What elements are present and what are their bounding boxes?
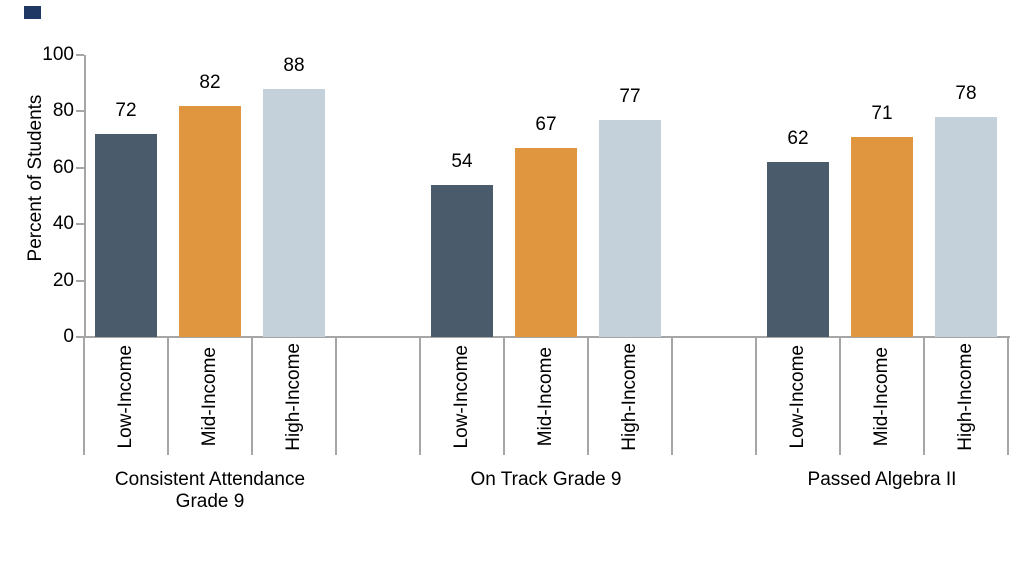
- category-divider: [503, 338, 505, 455]
- bar-value-label: 62: [787, 128, 809, 150]
- bar-category-label: Low-Income: [756, 341, 840, 453]
- bar-category-label-text: Mid-Income: [199, 347, 220, 447]
- bar-category-label-text: Low-Income: [115, 345, 136, 449]
- category-divider: [671, 338, 673, 455]
- corner-mark: [24, 6, 41, 19]
- y-axis-line: [84, 55, 86, 338]
- bar: [515, 148, 577, 337]
- category-divider: [923, 338, 925, 455]
- bar-category-label: Mid-Income: [840, 341, 924, 453]
- bar-category-label: Low-Income: [420, 341, 504, 453]
- bar: [179, 105, 241, 337]
- bar-category-label-text: High-Income: [283, 343, 304, 451]
- y-tick-label: 40: [52, 213, 74, 235]
- bar-category-label: High-Income: [588, 341, 672, 453]
- category-divider: [839, 338, 841, 455]
- category-divider: [167, 338, 169, 455]
- group-label: Consistent Attendance Grade 9: [114, 469, 306, 512]
- bar-value-label: 71: [871, 102, 893, 124]
- x-axis-line: [84, 336, 1010, 338]
- y-tick-label: 80: [52, 100, 74, 122]
- bar: [263, 88, 325, 337]
- y-tick-label: 0: [63, 326, 74, 347]
- category-divider: [251, 338, 253, 455]
- bar-category-label: Mid-Income: [504, 341, 588, 453]
- y-tick-label: 60: [52, 156, 74, 178]
- category-divider: [587, 338, 589, 455]
- y-tick-mark: [76, 336, 84, 338]
- bar-value-label: 72: [115, 99, 137, 121]
- bar: [851, 136, 913, 337]
- category-divider: [83, 338, 85, 455]
- category-divider: [755, 338, 757, 455]
- bar: [431, 184, 493, 337]
- bar-value-label: 54: [451, 150, 473, 172]
- bar: [599, 119, 661, 337]
- bar-category-label: Low-Income: [84, 341, 168, 453]
- category-divider: [335, 338, 337, 455]
- bar: [95, 133, 157, 337]
- bar-category-label-text: Low-Income: [787, 345, 808, 449]
- y-tick-mark: [76, 223, 84, 226]
- bar-category-label-text: High-Income: [955, 343, 976, 451]
- bar: [767, 162, 829, 337]
- bar-value-label: 78: [955, 83, 977, 105]
- bar-category-label-text: Low-Income: [451, 345, 472, 449]
- category-divider: [1007, 338, 1009, 455]
- group-label: Passed Algebra II: [807, 469, 957, 490]
- bar-category-label-text: High-Income: [619, 343, 640, 451]
- bar-value-label: 67: [535, 114, 557, 136]
- bar-category-label-text: Mid-Income: [535, 347, 556, 447]
- y-tick-mark: [76, 54, 84, 56]
- bar-category-label: High-Income: [252, 341, 336, 453]
- bar-value-label: 88: [283, 54, 305, 76]
- y-tick-mark: [76, 166, 84, 169]
- y-tick-mark: [76, 110, 84, 113]
- group-label: On Track Grade 9: [470, 469, 622, 490]
- y-tick-mark: [76, 279, 84, 282]
- bar-value-label: 77: [619, 85, 641, 107]
- bar-category-label: High-Income: [924, 341, 1008, 453]
- bar-category-label: Mid-Income: [168, 341, 252, 453]
- y-tick-label: 100: [42, 44, 74, 65]
- bar: [935, 117, 997, 337]
- bar-category-label-text: Mid-Income: [871, 347, 892, 447]
- y-tick-label: 20: [52, 269, 74, 291]
- bar-value-label: 82: [199, 71, 221, 93]
- category-divider: [419, 338, 421, 455]
